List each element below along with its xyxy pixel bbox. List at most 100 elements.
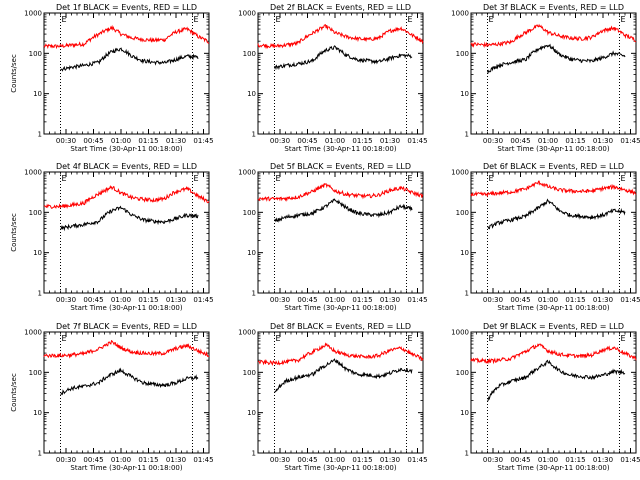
y-tick-label: 1 <box>38 450 42 458</box>
x-tick-label: 01:00 <box>538 456 558 464</box>
y-tick-label: 100 <box>456 369 469 377</box>
x-tick-label: 01:15 <box>352 456 372 464</box>
x-tick-label: 00:45 <box>83 137 103 145</box>
chart-title: Det 5f BLACK = Events, RED = LLD <box>270 162 411 171</box>
chart-panel-3: Det 3f BLACK = Events, RED = LLD 1 10 100 10… <box>451 3 640 153</box>
x-tick-label: 01:45 <box>407 456 427 464</box>
lld-series-line <box>470 23 637 48</box>
x-tick-label: 00:45 <box>297 296 317 304</box>
x-tick-label: 00:30 <box>483 296 503 304</box>
events-series-line <box>487 43 626 75</box>
event-marker-label: E <box>621 334 626 343</box>
y-tick-label: 1000 <box>238 329 256 337</box>
x-tick-label: 01:30 <box>593 137 613 145</box>
lld-series-line <box>470 343 637 365</box>
y-tick-label: 1000 <box>238 10 256 18</box>
y-tick-label: 1 <box>38 290 42 298</box>
chart-title: Det 1f BLACK = Events, RED = LLD <box>56 3 197 12</box>
x-tick-label: 01:45 <box>620 456 640 464</box>
y-axis-label: Counts/sec <box>10 373 18 412</box>
events-series-line <box>60 367 199 396</box>
x-axis-label: Start Time (30-Apr-11 00:18:00) <box>497 304 609 312</box>
x-tick-label: 01:00 <box>325 296 345 304</box>
chart-panel-4: Det 4f BLACK = Events, RED = LLD 1 10 100 10… <box>10 162 214 312</box>
y-tick-label: 1 <box>465 131 469 139</box>
events-series-line <box>487 359 626 402</box>
event-marker-label: E <box>276 174 281 183</box>
chart-panel-6: Det 6f BLACK = Events, RED = LLD 1 10 100 10… <box>451 162 640 312</box>
chart-title: Det 6f BLACK = Events, RED = LLD <box>483 162 624 171</box>
x-tick-label: 01:00 <box>325 137 345 145</box>
plot-frame <box>470 331 637 454</box>
chart-panel-5: Det 5f BLACK = Events, RED = LLD 1 10 100 10… <box>238 162 427 312</box>
events-series-line <box>60 205 199 232</box>
x-tick-label: 01:00 <box>111 456 131 464</box>
y-tick-label: 10 <box>247 409 256 417</box>
x-tick-label: 01:30 <box>166 296 186 304</box>
y-tick-label: 1000 <box>451 329 469 337</box>
event-marker-label: E <box>194 174 199 183</box>
lld-series-line <box>257 182 424 202</box>
event-marker-label: E <box>62 334 67 343</box>
x-axis-label: Start Time (30-Apr-11 00:18:00) <box>70 145 182 153</box>
x-tick-label: 01:15 <box>352 137 372 145</box>
plot-frame <box>257 12 424 135</box>
event-marker-label: E <box>408 334 413 343</box>
event-marker-label: E <box>489 174 494 183</box>
y-tick-label: 100 <box>29 369 42 377</box>
y-tick-label: 100 <box>243 50 256 58</box>
chart-panel-1: Det 1f BLACK = Events, RED = LLD 1 10 100 10… <box>10 3 214 153</box>
y-tick-label: 1 <box>252 450 256 458</box>
lld-series-line <box>470 180 637 198</box>
x-tick-label: 01:30 <box>380 456 400 464</box>
x-tick-label: 01:45 <box>620 296 640 304</box>
y-tick-label: 10 <box>460 90 469 98</box>
plot-frame <box>43 12 210 135</box>
events-series-line <box>274 198 413 223</box>
y-tick-label: 1000 <box>451 169 469 177</box>
y-tick-label: 1000 <box>238 169 256 177</box>
x-tick-label: 01:45 <box>407 137 427 145</box>
x-tick-label: 00:45 <box>510 456 530 464</box>
plot-frame <box>470 12 637 135</box>
x-tick-label: 00:45 <box>510 296 530 304</box>
y-tick-label: 10 <box>247 90 256 98</box>
x-tick-label: 01:45 <box>620 137 640 145</box>
chart-panel-9: Det 9f BLACK = Events, RED = LLD 1 10 100 10… <box>451 322 640 472</box>
plot-frame <box>257 331 424 454</box>
x-tick-label: 01:30 <box>166 137 186 145</box>
events-series-line <box>60 47 199 72</box>
lld-series-line <box>43 339 210 359</box>
y-tick-label: 10 <box>33 249 42 257</box>
x-tick-label: 01:45 <box>407 296 427 304</box>
x-tick-label: 01:45 <box>193 296 213 304</box>
event-marker-label: E <box>194 15 199 24</box>
x-tick-label: 01:15 <box>138 296 158 304</box>
x-tick-label: 00:30 <box>56 296 76 304</box>
event-marker-label: E <box>194 334 199 343</box>
chart-panel-2: Det 2f BLACK = Events, RED = LLD 1 10 100 10… <box>238 3 427 153</box>
x-tick-label: 01:00 <box>325 456 345 464</box>
x-tick-label: 00:30 <box>56 456 76 464</box>
y-tick-label: 1 <box>252 290 256 298</box>
y-tick-label: 1000 <box>24 169 42 177</box>
y-tick-label: 10 <box>460 409 469 417</box>
chart-title: Det 4f BLACK = Events, RED = LLD <box>56 162 197 171</box>
y-tick-label: 1 <box>252 131 256 139</box>
x-tick-label: 01:00 <box>111 137 131 145</box>
lld-series-line <box>43 24 210 50</box>
y-tick-label: 10 <box>247 249 256 257</box>
x-tick-label: 01:15 <box>138 456 158 464</box>
x-tick-label: 01:15 <box>352 296 372 304</box>
x-tick-label: 00:30 <box>483 456 503 464</box>
chart-title: Det 7f BLACK = Events, RED = LLD <box>56 322 197 331</box>
x-tick-label: 00:30 <box>270 296 290 304</box>
x-tick-label: 01:30 <box>380 296 400 304</box>
chart-title: Det 2f BLACK = Events, RED = LLD <box>270 3 411 12</box>
y-tick-label: 100 <box>456 50 469 58</box>
event-marker-label: E <box>621 174 626 183</box>
event-marker-label: E <box>408 174 413 183</box>
y-tick-label: 1 <box>465 290 469 298</box>
x-tick-label: 01:15 <box>565 137 585 145</box>
x-tick-label: 01:30 <box>593 456 613 464</box>
